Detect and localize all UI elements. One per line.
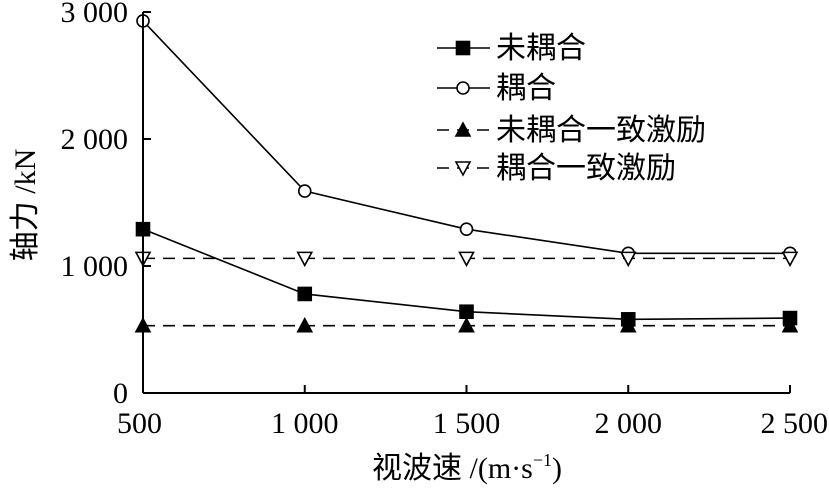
legend-label-0: 未耦合 — [496, 32, 586, 65]
y-tick-label: 3 000 — [61, 0, 129, 29]
series-2-point — [458, 317, 475, 333]
series-0-point — [297, 286, 313, 302]
legend-label-1: 耦合 — [496, 72, 556, 105]
x-tick-label: 500 — [117, 407, 162, 440]
x-axis-title: 视波速 /(m·s−1) — [372, 450, 562, 485]
legend-marker-2 — [454, 121, 472, 137]
x-tick-label: 2 500 — [761, 407, 829, 440]
y-ticks: 0 1 000 2 000 3 000 — [61, 0, 151, 410]
plot-area — [134, 14, 799, 333]
x-tick-label: 1 000 — [271, 407, 339, 440]
series-1-point — [297, 184, 312, 198]
x-axis-title-exponent: −1 — [533, 450, 552, 470]
x-ticks: 500 1 000 1 500 2 000 2 500 — [117, 385, 828, 440]
x-tick-label: 1 500 — [433, 407, 501, 440]
series-2-point — [619, 317, 637, 333]
series-0-point — [459, 304, 474, 320]
legend-label-2: 未耦合一致激励 — [496, 114, 706, 147]
series-3-point — [781, 251, 799, 268]
series-1-point — [459, 222, 474, 236]
y-tick-label: 0 — [113, 377, 128, 410]
y-axis-title: 轴力 /kN — [9, 149, 42, 262]
y-tick-label: 1 000 — [61, 250, 129, 283]
legend-marker-1 — [456, 81, 470, 95]
series-3-point — [296, 251, 314, 268]
series-2-point — [296, 317, 314, 333]
legend-marker-0 — [455, 40, 471, 56]
y-tick-label: 2 000 — [61, 123, 129, 156]
series-3-point — [619, 251, 637, 268]
axes — [142, 12, 790, 394]
x-axis-title-end: ) — [552, 452, 562, 485]
series-2-point — [781, 317, 799, 333]
legend-label-3: 耦合一致激励 — [496, 152, 676, 185]
legend-marker-3 — [454, 161, 472, 177]
series-3-point — [458, 251, 475, 268]
x-tick-label: 2 000 — [595, 407, 663, 440]
